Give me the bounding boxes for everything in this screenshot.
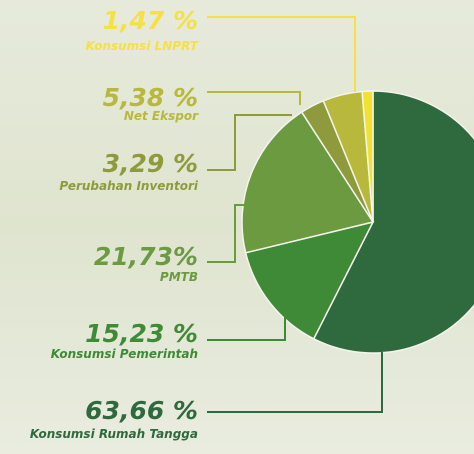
chart: 63,66 %Konsumsi Rumah Tangga15,23 %Konsu… bbox=[0, 0, 474, 454]
category-label: Konsumsi Rumah Tangga bbox=[30, 427, 198, 441]
category-label: Konsumsi LNPRT bbox=[86, 39, 199, 53]
value-label: 21,73% bbox=[94, 242, 198, 271]
value-label: 1,47 % bbox=[103, 6, 198, 35]
category-label: Konsumsi Pemerintah bbox=[51, 347, 198, 361]
value-label: 5,38 % bbox=[103, 83, 198, 112]
value-label: 63,66 % bbox=[85, 396, 198, 425]
category-label: PMTB bbox=[160, 270, 198, 284]
category-label: Net Ekspor bbox=[124, 109, 199, 123]
value-label: 3,29 % bbox=[103, 149, 198, 178]
category-label: Perubahan Inventori bbox=[59, 179, 199, 193]
value-label: 15,23 % bbox=[85, 319, 198, 348]
